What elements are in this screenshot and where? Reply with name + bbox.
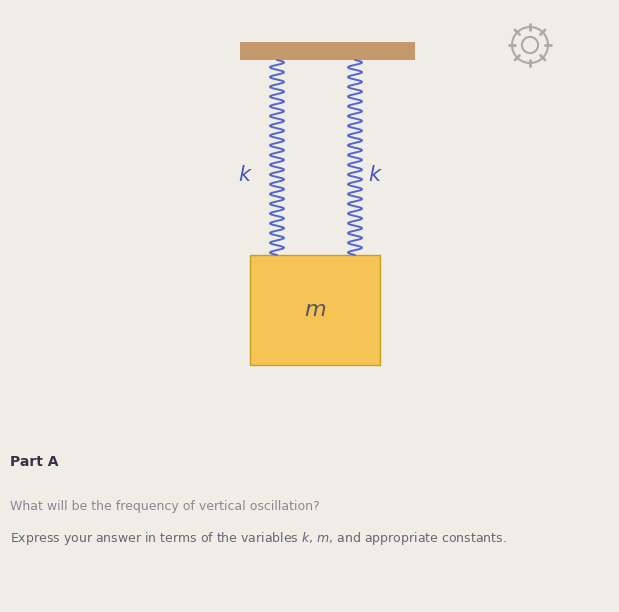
- Text: Express your answer in terms of the variables $k$, $m$, and appropriate constant: Express your answer in terms of the vari…: [10, 530, 507, 547]
- Bar: [250, 255, 380, 365]
- Text: $k$: $k$: [368, 165, 383, 185]
- Text: Part A: Part A: [10, 455, 59, 469]
- Text: $m$: $m$: [304, 299, 326, 321]
- Bar: [240, 42, 415, 60]
- Text: $k$: $k$: [238, 165, 253, 185]
- Text: What will be the frequency of vertical oscillation?: What will be the frequency of vertical o…: [10, 500, 319, 513]
